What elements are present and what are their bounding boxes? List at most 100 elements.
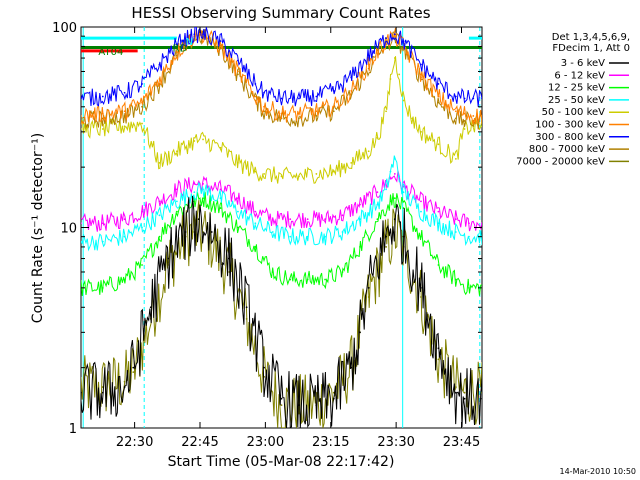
series-4-point-1	[101, 128, 104, 130]
series-3-point-13	[306, 235, 309, 238]
series-2-point-14	[324, 278, 326, 281]
x-tick-label-5: 23:45	[443, 435, 480, 450]
series-2-point-23	[454, 278, 457, 281]
legend-label-1: 6 - 12 keV	[554, 70, 605, 81]
series-6	[81, 27, 482, 107]
series-6-point-12	[280, 97, 283, 100]
series-0-point-0	[81, 391, 82, 394]
legend-label-8: 7000 - 20000 keV	[516, 156, 605, 167]
series-2-point-22	[437, 264, 440, 266]
series-0-point-6	[184, 231, 187, 233]
series-1-point-15	[341, 214, 344, 217]
series-1	[81, 170, 482, 232]
series-6-point-20	[402, 40, 405, 43]
series-3-point-2	[123, 235, 126, 238]
series-6-point-1	[101, 95, 104, 98]
y-tick-label-1: 10	[60, 222, 77, 237]
series-4-point-16	[350, 161, 353, 164]
series-3-point-7	[202, 188, 204, 191]
series-4-point-26	[437, 143, 440, 146]
series-7-point-24	[463, 120, 466, 122]
series-0-point-24	[454, 391, 457, 394]
series-6-point-0	[81, 97, 82, 100]
flag-label-n: N	[186, 37, 193, 48]
series-6-point-10	[254, 83, 257, 85]
series-8-point-0	[81, 386, 82, 388]
series-6-point-7	[202, 33, 204, 36]
series-0-point-12	[280, 397, 283, 400]
series-4-point-3	[141, 122, 143, 125]
legend-label-2: 12 - 25 keV	[548, 83, 605, 94]
series-2-point-13	[306, 278, 309, 281]
series-5-point-4	[158, 78, 161, 80]
legend: Det 1,3,4,5,6,9,FDecim 1, Att 0 3 - 6 keV…	[516, 32, 630, 167]
series-5-point-21	[420, 73, 422, 76]
series-4-point-10	[254, 170, 257, 173]
series-2-point-6	[193, 200, 196, 203]
series-0	[81, 195, 482, 428]
series-0-point-19	[385, 235, 388, 238]
series-5-point-2	[123, 110, 126, 113]
series-4-point-25	[420, 130, 422, 133]
series-6-point-5	[175, 43, 178, 46]
series-0-point-21	[402, 235, 405, 238]
series-1-point-11	[271, 218, 274, 221]
series-8-point-26	[463, 391, 466, 394]
series-3-point-0	[81, 240, 82, 243]
series-2-point-18	[389, 200, 392, 203]
series-5-point-9	[237, 70, 239, 73]
legend-header-0: Det 1,3,4,5,6,9,	[552, 32, 630, 43]
series-0-point-1	[101, 391, 104, 394]
series-line-5	[81, 27, 482, 125]
series-4-point-23	[402, 99, 405, 102]
series-8-point-2	[123, 380, 126, 383]
series-5-point-1	[101, 112, 104, 115]
series-3-point-24	[437, 222, 440, 225]
series-3-point-23	[420, 210, 422, 213]
series-5-point-12	[280, 112, 283, 115]
series-2-point-12	[289, 278, 292, 281]
series-0-point-3	[132, 366, 135, 369]
series-1-point-18	[389, 177, 392, 180]
series-1-point-3	[141, 210, 143, 213]
series-4-point-14	[315, 173, 318, 175]
series-1-point-14	[324, 218, 326, 221]
series-5-point-22	[437, 95, 440, 98]
x-tick-label-4: 23:30	[377, 435, 414, 450]
series-1-point-17	[376, 191, 379, 194]
series-2-point-10	[254, 246, 257, 248]
series-4-point-19	[385, 110, 388, 113]
series-1-point-9	[237, 197, 239, 200]
footer-date: 14-Mar-2010 10:50	[560, 467, 637, 476]
series-line-3	[81, 155, 482, 252]
series-0-point-23	[437, 347, 440, 350]
series-6-point-24	[463, 97, 466, 100]
series-2-point-8	[219, 207, 222, 209]
series-6-point-19	[393, 33, 396, 36]
series-3-point-8	[219, 197, 222, 200]
series-7-point-0	[81, 120, 82, 122]
series-5-point-10	[254, 95, 257, 98]
series-7-point-23	[454, 117, 457, 120]
series-0-point-20	[393, 218, 396, 221]
series-5-point-5	[175, 51, 178, 53]
series-7-point-9	[237, 73, 239, 76]
series-1-point-8	[219, 188, 222, 191]
series-2-point-4	[158, 235, 161, 238]
series-3-point-4	[158, 214, 161, 217]
series-0-point-13	[298, 404, 300, 407]
series-6-point-26	[481, 97, 482, 100]
series-8-point-3	[132, 371, 135, 374]
series-7-point-22	[437, 101, 440, 104]
series-2-point-5	[175, 210, 178, 213]
series-7-point-13	[298, 117, 300, 120]
series-6-point-25	[472, 97, 475, 100]
series-6-point-13	[298, 97, 300, 100]
series-6-point-21	[420, 63, 422, 66]
series-1-point-7	[202, 182, 204, 185]
series-2-point-16	[359, 246, 361, 248]
series-0-point-25	[463, 397, 466, 400]
series-5-point-11	[263, 105, 265, 108]
series-4-point-28	[463, 128, 466, 130]
